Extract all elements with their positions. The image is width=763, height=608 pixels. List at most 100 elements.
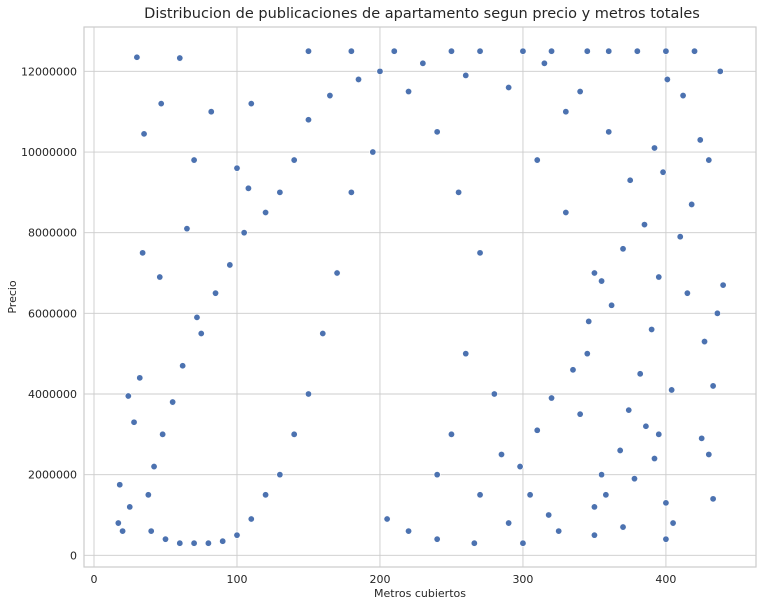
y-tick-label: 12000000 — [21, 65, 77, 78]
data-point — [719, 281, 727, 289]
data-point — [319, 329, 327, 337]
data-point — [709, 495, 717, 503]
data-point — [169, 398, 177, 406]
data-point — [247, 100, 255, 108]
data-point — [405, 88, 413, 96]
data-point — [548, 47, 556, 55]
plot-frame — [83, 26, 757, 568]
data-point — [583, 350, 591, 358]
data-point — [304, 47, 312, 55]
data-point — [655, 273, 663, 281]
data-point — [576, 88, 584, 96]
data-point — [691, 47, 699, 55]
data-point — [633, 47, 641, 55]
data-point — [533, 426, 541, 434]
y-tick-label: 2000000 — [28, 469, 77, 482]
data-point — [193, 313, 201, 321]
data-point — [197, 329, 205, 337]
y-tick-label: 0 — [70, 549, 77, 562]
data-point — [262, 209, 270, 217]
data-point — [176, 539, 184, 547]
data-point — [447, 47, 455, 55]
data-point — [204, 539, 212, 547]
data-point — [540, 59, 548, 67]
data-point — [516, 463, 524, 471]
data-point — [605, 47, 613, 55]
data-point — [462, 71, 470, 79]
data-point — [233, 164, 241, 172]
x-tick-label: 0 — [91, 573, 98, 586]
data-point — [462, 350, 470, 358]
data-point — [705, 156, 713, 164]
data-point — [126, 503, 134, 511]
data-point — [662, 535, 670, 543]
data-point — [476, 491, 484, 499]
data-point — [709, 382, 717, 390]
data-point — [161, 535, 169, 543]
data-point — [240, 229, 248, 237]
data-points — [114, 47, 727, 547]
data-point — [648, 325, 656, 333]
data-point — [625, 406, 633, 414]
data-point — [304, 390, 312, 398]
data-point — [156, 273, 164, 281]
chart-title: Distribucion de publicaciones de apartam… — [144, 6, 700, 22]
data-point — [655, 430, 663, 438]
data-point — [636, 370, 644, 378]
y-tick-label: 4000000 — [28, 388, 77, 401]
data-point — [545, 511, 553, 519]
data-point — [433, 128, 441, 136]
data-point — [116, 481, 124, 489]
data-point — [505, 519, 513, 527]
data-point — [376, 67, 384, 75]
data-point — [562, 108, 570, 116]
data-point — [419, 59, 427, 67]
data-point — [562, 209, 570, 217]
data-point — [676, 233, 684, 241]
data-point — [157, 100, 165, 108]
data-point — [705, 450, 713, 458]
data-point — [290, 156, 298, 164]
y-tick-label: 6000000 — [28, 307, 77, 320]
data-point — [470, 539, 478, 547]
y-axis-label: Precio — [6, 280, 19, 314]
data-point — [405, 527, 413, 535]
data-point — [212, 289, 220, 297]
data-point — [455, 188, 463, 196]
data-point — [679, 92, 687, 100]
data-point — [290, 430, 298, 438]
data-point — [476, 47, 484, 55]
x-tick-label: 100 — [226, 573, 247, 586]
data-point — [119, 527, 127, 535]
data-point — [124, 392, 132, 400]
x-tick-label: 300 — [512, 573, 533, 586]
data-point — [355, 75, 363, 83]
data-point — [668, 386, 676, 394]
data-point — [526, 491, 534, 499]
data-point — [688, 200, 696, 208]
data-point — [696, 136, 704, 144]
y-tick-label: 10000000 — [21, 146, 77, 159]
data-point — [576, 410, 584, 418]
data-point — [140, 130, 148, 138]
data-point — [701, 338, 709, 346]
data-point — [133, 53, 141, 61]
data-point — [150, 463, 158, 471]
data-point — [433, 535, 441, 543]
data-point — [369, 148, 377, 156]
data-point — [244, 184, 252, 192]
data-point — [669, 519, 677, 527]
data-point — [569, 366, 577, 374]
data-point — [179, 362, 187, 370]
data-point — [247, 515, 255, 523]
data-point — [326, 92, 334, 100]
data-point — [497, 450, 505, 458]
data-point — [590, 531, 598, 539]
data-point — [262, 491, 270, 499]
y-axis-ticks: 0 2000000 4000000 6000000 8000000 10000000 120… — [21, 65, 77, 562]
data-point — [130, 418, 138, 426]
data-point — [605, 128, 613, 136]
data-point — [533, 156, 541, 164]
data-point — [626, 176, 634, 184]
